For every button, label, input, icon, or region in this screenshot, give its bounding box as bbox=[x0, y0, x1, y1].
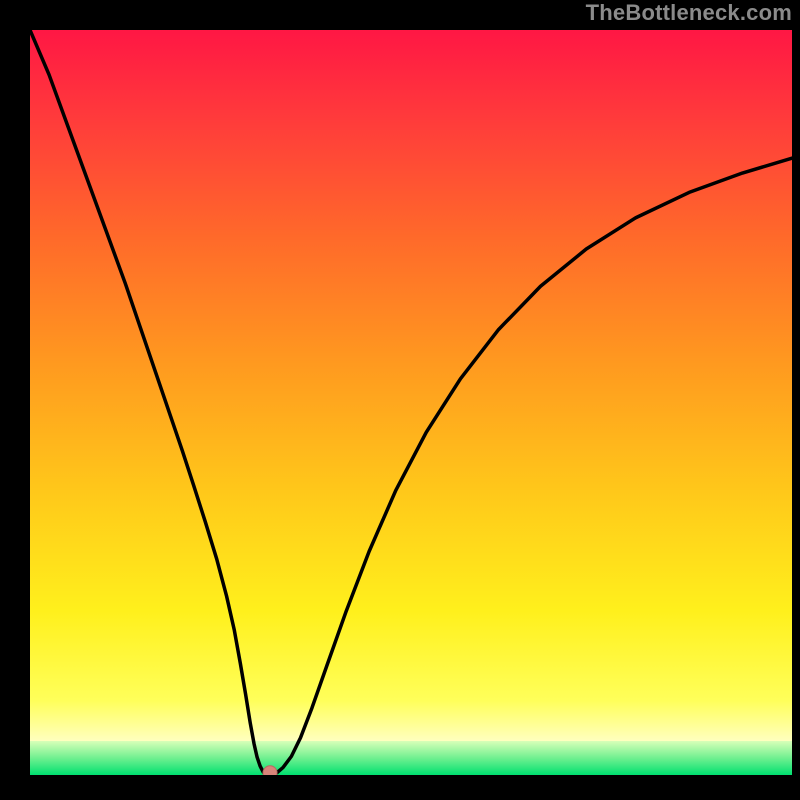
plot-area bbox=[30, 30, 792, 775]
chart-canvas: { "watermark": { "text": "TheBottleneck.… bbox=[0, 0, 800, 800]
watermark-text: TheBottleneck.com bbox=[586, 0, 792, 26]
curve-path bbox=[30, 30, 792, 775]
optimal-point-marker bbox=[263, 766, 277, 775]
bottleneck-curve bbox=[30, 30, 792, 775]
